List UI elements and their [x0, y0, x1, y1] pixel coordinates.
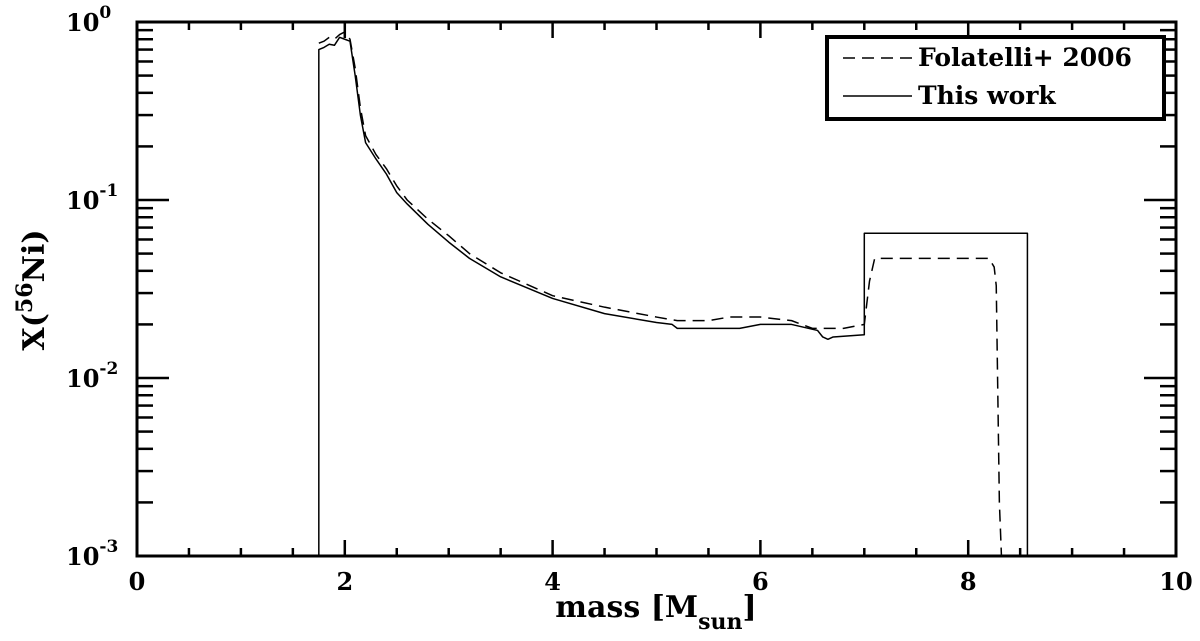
y-axis-label-sup: 56	[12, 282, 38, 313]
y-axis-label-prefix: X(	[17, 313, 52, 350]
x-tick-labels: 0 2 4 6 8 10	[129, 567, 1193, 596]
y-tick-label-base: 10	[66, 364, 99, 393]
series-line-1	[318, 36, 1029, 556]
x-axis-label-main: mass [M	[555, 590, 698, 625]
legend-box	[825, 35, 1166, 121]
y-tick-label: 10-1	[66, 181, 118, 215]
x-tick-label: 2	[336, 567, 353, 596]
y-tick-label-base: 10	[66, 186, 99, 215]
plot-frame	[135, 20, 1178, 558]
legend: Folatelli+ 2006 This work	[825, 35, 1166, 121]
y-tick-label-base: 10	[66, 8, 99, 37]
y-axis-label: X(56Ni)	[12, 229, 52, 350]
x-tick-label: 10	[1159, 567, 1192, 596]
legend-label-this-work: This work	[918, 81, 1056, 110]
x-tick-label: 0	[129, 567, 146, 596]
y-tick-label-exp: -2	[99, 359, 118, 379]
y-tick-label-exp: 0	[99, 3, 111, 23]
y-tick-label: 100	[66, 3, 111, 37]
x-tick-label: 8	[960, 567, 977, 596]
y-axis-label-suffix: Ni)	[17, 229, 52, 282]
y-tick-label: 10-2	[66, 359, 118, 393]
legend-label-folatelli: Folatelli+ 2006	[918, 43, 1132, 72]
y-tick-label: 10-3	[66, 537, 118, 571]
x-tick-label: 4	[544, 567, 561, 596]
x-axis-label: mass [Msun]	[555, 590, 756, 635]
y-tick-label-exp: -1	[99, 181, 118, 201]
y-tick-label-base: 10	[66, 542, 99, 571]
x-axis-label-sub: sun	[698, 609, 742, 635]
x-tick-label: 6	[752, 567, 769, 596]
x-axis-label-end: ]	[743, 590, 757, 625]
series-layer	[318, 31, 1029, 557]
y-tick-label-exp: -3	[99, 537, 118, 557]
